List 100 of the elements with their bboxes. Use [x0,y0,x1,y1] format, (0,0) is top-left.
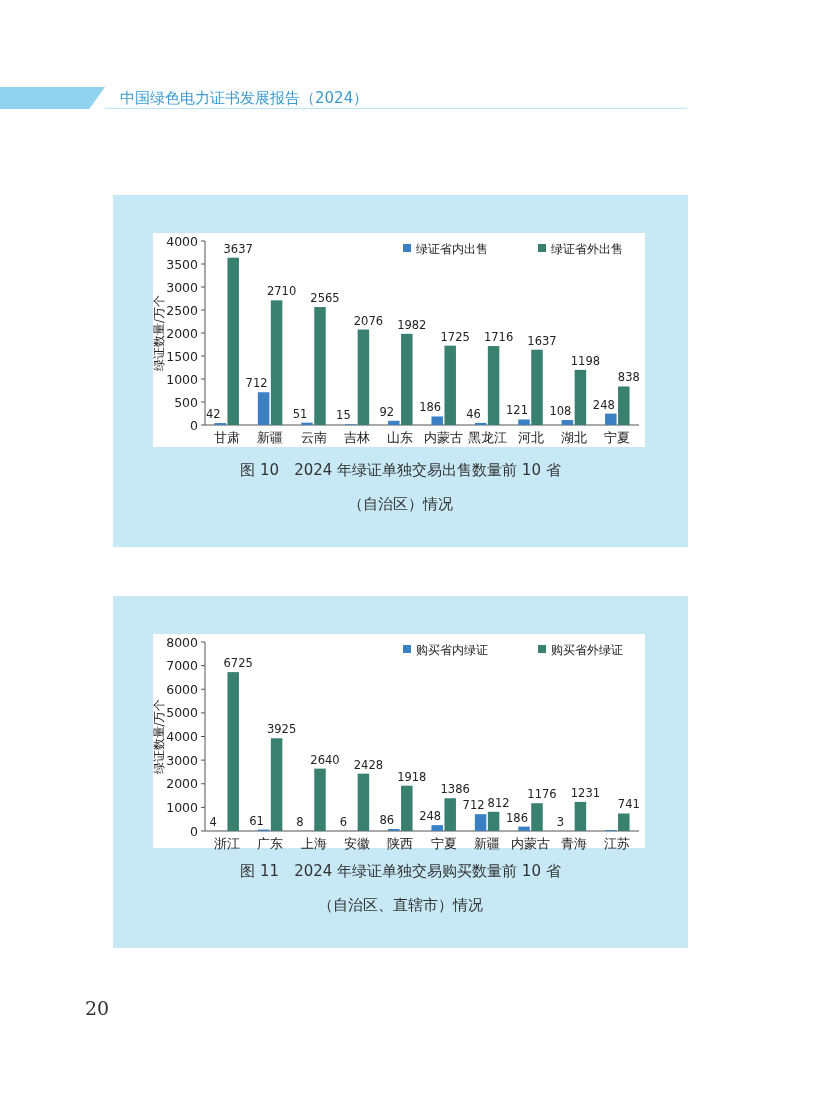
x-tick-label: 浙江 [213,836,240,851]
bar [270,300,283,425]
data-label: 1198 [570,353,601,368]
data-label: 4 [209,814,217,829]
y-tick-label: 0 [190,823,199,839]
data-label: 186 [419,400,442,415]
data-label: 2565 [310,291,340,306]
bar [444,798,456,831]
data-label: 121 [506,403,528,418]
bar [605,413,617,425]
x-tick-label: 云南 [300,430,327,445]
x-tick-label: 内蒙古 [424,430,464,445]
text: 20 [85,997,110,1019]
data-label: 1231 [570,785,601,800]
y-tick-label: 8000 [166,634,199,650]
y-tick-label: 4000 [166,729,199,744]
data-label: 92 [379,404,395,419]
data-label: 6 [339,814,348,829]
data-label: 2640 [310,752,340,767]
绿证省内出售: 42 712 51 15 92 186 46 121 108 248 [205,376,617,425]
data-label: 2710 [266,284,297,299]
bar [474,814,487,831]
x-tick-label: 甘肃 [213,430,240,445]
data-label: 248 [592,397,615,412]
data-label: 1637 [527,333,557,348]
x-tick-label: 上海 [300,836,327,851]
x-tick-label: 宁夏 [604,430,631,445]
bar [531,803,543,831]
y-tick-label: 1000 [166,799,199,815]
bar [474,422,487,425]
data-label: 1716 [483,330,514,345]
x-tick-label: 宁夏 [430,836,457,851]
bar [574,801,587,831]
text: 图 11 2024 年绿证单独交易购买数量前 10 省（自治区、直辖市）情况 [239,861,562,916]
data-label: 1386 [440,782,470,797]
data-label: 108 [549,404,572,419]
bar [618,813,630,831]
bar [357,773,370,831]
data-label: 46 [466,406,481,421]
y-tick-label: 2000 [166,776,199,792]
bar [444,345,456,425]
data-label: 1918 [397,769,427,784]
y-tick-label: 1500 [166,348,199,364]
data-label: 1982 [397,317,427,332]
bar [227,672,239,831]
data-label: 186 [506,810,528,825]
bar [518,826,530,831]
bar [561,420,574,425]
data-label: 2428 [353,757,384,772]
x-tick-label: 河北 [517,430,544,445]
legend-label: 绿证省外出售 [551,242,623,256]
y-tick-label: 3000 [166,752,199,768]
x-tick-label: 新疆 [474,836,501,851]
bar [314,307,326,425]
data-label: 2076 [353,313,384,328]
y-tick-label: 1000 [166,371,199,387]
y-tick-label: 3500 [166,256,199,272]
y-tick-label: 5000 [166,705,199,721]
data-label: 8 [296,814,304,829]
bar [531,349,543,425]
x-tick-label: 湖北 [560,430,587,445]
bar [388,420,400,425]
y-tick-label: 0 [190,417,199,433]
data-label: 51 [292,406,308,421]
x-tick-label: 吉林 [343,430,370,445]
bar [270,738,283,831]
bar [227,257,239,425]
bar [357,329,370,425]
bar [388,828,400,831]
y-tick-label: 500 [174,394,199,410]
legend-label: 购买省内绿证 [416,643,488,657]
y-tick-label: 4000 [166,233,199,249]
x-tick-label: 陕西 [387,836,414,851]
data-label: 1725 [440,329,470,344]
x-tick-label: 安徽 [343,836,370,851]
y-axis-title: 绿证数量/万个 [152,698,166,775]
text: 中国绿色电力证书发展报告（2024） [120,89,369,108]
bar [574,369,587,425]
y-tick-label: 2000 [166,325,199,341]
bar [487,811,500,831]
legend-label: 购买省外绿证 [551,643,623,657]
data-label: 838 [617,370,640,385]
y-tick-label: 2500 [166,302,199,318]
bar [257,392,270,425]
data-label: 3 [556,814,565,829]
y-axis-title: 绿证数量/万个 [152,295,166,371]
y-tick-label: 6000 [166,681,199,697]
bar [618,386,630,425]
x-tick-label: 江苏 [604,836,631,851]
data-label: 3925 [266,722,297,737]
bar [518,419,530,425]
data-label: 6725 [223,656,253,671]
x-tick-label: 黑龙江 [467,430,507,445]
x-tick-label: 广东 [257,836,284,851]
y-tick-label: 3000 [166,279,199,295]
data-label: 3637 [223,241,253,256]
data-label: 61 [249,813,264,828]
data-label: 812 [487,795,510,810]
y-tick-label: 7000 [166,658,199,674]
legend-label: 绿证省内出售 [416,242,488,256]
